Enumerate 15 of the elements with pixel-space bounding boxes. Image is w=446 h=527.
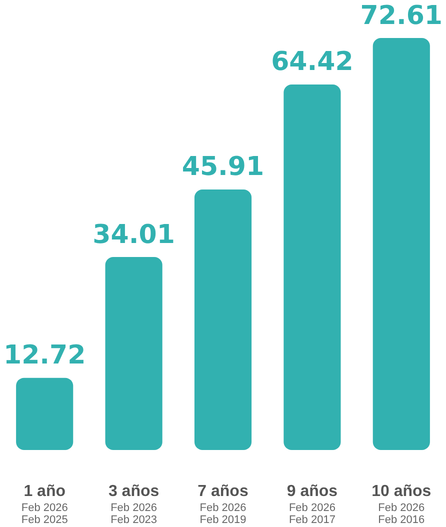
- bar: [194, 190, 252, 450]
- data-label: 72.61: [360, 0, 443, 31]
- x-tick-label: 10 años Feb 2026 Feb 2016: [372, 483, 432, 526]
- bar: [16, 378, 74, 450]
- bar: [284, 84, 341, 450]
- bar: [105, 257, 162, 450]
- x-tick-label: 3 años Feb 2026 Feb 2023: [108, 483, 160, 526]
- bar: [372, 38, 430, 450]
- x-tick-label: 1 año Feb 2026 Feb 2025: [21, 483, 68, 526]
- data-label: 64.42: [271, 47, 354, 78]
- x-tick-label: 9 años Feb 2026 Feb 2017: [286, 483, 338, 526]
- data-label: 45.91: [182, 152, 264, 182]
- data-label: 12.72: [3, 340, 86, 371]
- data-label: 34.01: [92, 220, 175, 250]
- x-tick-label: 7 años Feb 2026 Feb 2019: [198, 483, 248, 526]
